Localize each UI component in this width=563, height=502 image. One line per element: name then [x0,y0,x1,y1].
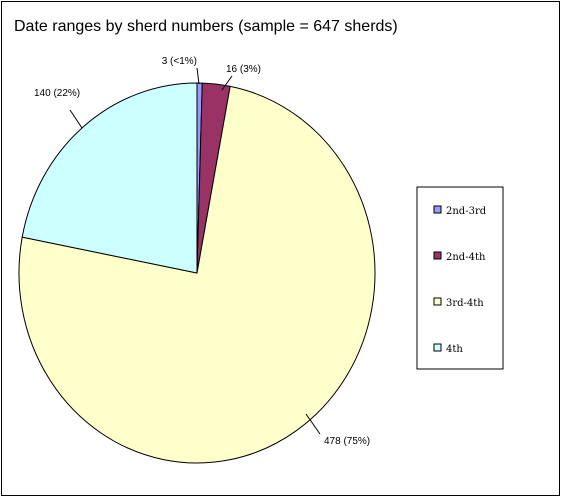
legend-label-2nd-3rd: 2nd-3rd [446,206,487,217]
data-label-4th: 140 (22%) [34,88,80,99]
legend-box [416,186,504,370]
legend-swatch-3rd-4th [433,297,442,306]
data-label-3rd-4th: 478 (75%) [324,436,370,447]
chart-title: Date ranges by sherd numbers (sample = 6… [14,18,398,35]
leader-line-2nd-4th [221,75,233,91]
pie-slice-3rd-4th [18,85,376,464]
data-label-2nd-4th: 16 (3%) [226,64,261,75]
legend-swatch-2nd-3rd [433,205,442,214]
data-label-2nd-3rd: 3 (<1%) [162,56,197,67]
legend-label-3rd-4th: 3rd-4th [446,298,484,309]
legend-label-2nd-4th: 2nd-4th [446,252,486,263]
legend-swatch-4th [433,343,442,352]
legend-label-4th: 4th [446,344,463,355]
leader-line-3rd-4th [305,413,321,435]
legend-swatch-2nd-4th [433,251,442,260]
pie-slice-4th [21,82,198,274]
leader-line-4th [69,109,83,129]
leader-line-2nd-3rd [196,67,200,85]
